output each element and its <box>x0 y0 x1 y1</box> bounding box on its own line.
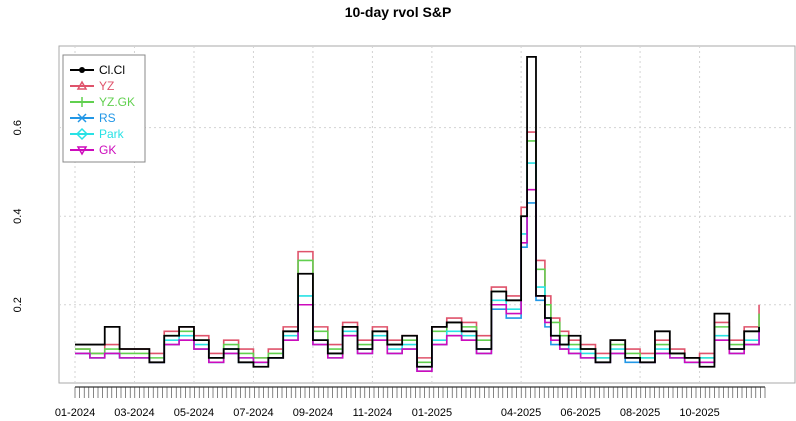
x-tick-label: 09-2024 <box>293 407 333 419</box>
legend-label-cl-cl: Cl.Cl <box>99 63 125 77</box>
series-line-yz <box>75 131 760 359</box>
legend-marker-rs <box>77 113 87 123</box>
x-tick-label: 07-2024 <box>233 407 273 419</box>
legend-label-gk: GK <box>99 143 116 157</box>
legend-marker-gk <box>76 146 88 156</box>
legend: Cl.Cl YZ YZ.GK RS Park GK <box>62 54 146 163</box>
x-tick-label: 08-2025 <box>620 407 660 419</box>
y-tick-label: 0.4 <box>12 209 24 224</box>
x-tick-label: 01-2025 <box>412 407 452 419</box>
x-tick-label: 11-2024 <box>353 407 393 419</box>
y-tick-label: 0.2 <box>12 297 24 312</box>
series-line-yz-gk <box>75 140 760 364</box>
legend-marker-park <box>75 127 89 141</box>
plot-frame <box>58 45 796 384</box>
legend-box <box>62 54 146 163</box>
y-tick-label: 0.6 <box>12 120 24 135</box>
series-lines <box>75 55 760 372</box>
x-tick-label: 04-2025 <box>501 407 541 419</box>
series-line-cl-cl <box>75 55 760 368</box>
x-tick-label: 03-2024 <box>114 407 154 419</box>
legend-label-yz: YZ <box>99 79 114 93</box>
x-tick-label: 01-2024 <box>55 407 95 419</box>
axes: 0.2 0.4 0.6 01-2024 03-2024 05-2024 07-2024 09-… <box>12 120 766 419</box>
legend-marker-yz-gk <box>77 97 87 107</box>
chart-title: 10-day rvol S&P <box>345 4 452 20</box>
legend-marker-yz <box>76 80 88 90</box>
legend-label-park: Park <box>99 127 125 141</box>
legend-marker-cl-cl <box>79 67 85 73</box>
x-tick-label: 10-2025 <box>679 407 719 419</box>
legend-label-rs: RS <box>99 111 116 125</box>
x-tick-label: 06-2025 <box>560 407 600 419</box>
x-tick-label: 05-2024 <box>174 407 214 419</box>
grid <box>59 46 795 383</box>
legend-label-yz-gk: YZ.GK <box>99 95 135 109</box>
